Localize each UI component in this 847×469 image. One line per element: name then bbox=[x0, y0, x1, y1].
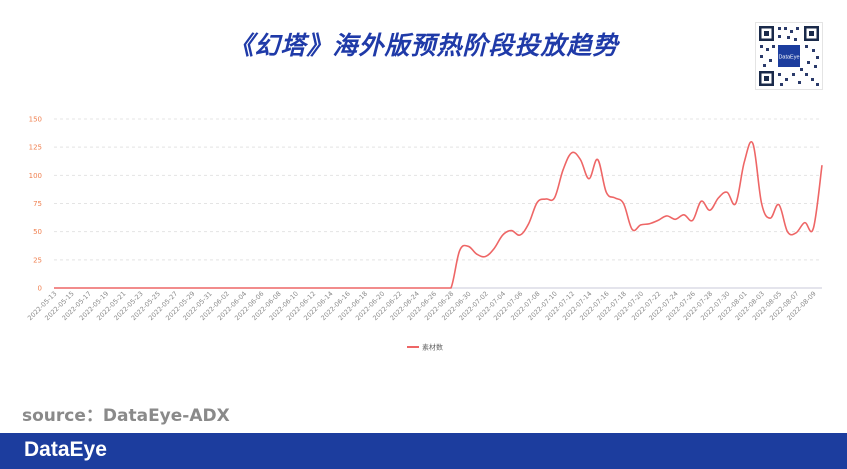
y-axis-ticks: 0 25 50 75 100 125 150 bbox=[29, 116, 42, 293]
y-tick-label: 75 bbox=[33, 200, 42, 208]
series-line-素材数 bbox=[54, 141, 823, 289]
y-tick-label: 0 bbox=[38, 285, 42, 293]
y-tick-label: 150 bbox=[29, 116, 42, 124]
footer-bar: DataEye bbox=[0, 433, 847, 469]
source-label: source：DataEye-ADX bbox=[22, 406, 230, 426]
chart-title: 《幻塔》海外版预热阶段投放趋势 bbox=[228, 31, 619, 60]
legend: 素材数 bbox=[407, 343, 443, 352]
qr-code-graphic: DataEye bbox=[756, 23, 822, 89]
y-tick-label: 50 bbox=[33, 228, 42, 236]
qr-code-icon: DataEye bbox=[755, 22, 823, 90]
line-chart: 0 25 50 75 100 125 150 2022-05-132022-05-15202… bbox=[26, 116, 823, 352]
legend-label: 素材数 bbox=[422, 343, 443, 352]
y-tick-label: 125 bbox=[29, 144, 42, 152]
brand-logo: DataEye bbox=[24, 438, 107, 461]
grid-lines bbox=[54, 118, 822, 289]
qr-center-label: DataEye bbox=[778, 55, 799, 61]
y-tick-label: 100 bbox=[29, 172, 42, 180]
y-tick-label: 25 bbox=[33, 256, 42, 264]
x-axis-ticks: 2022-05-132022-05-152022-05-172022-05-19… bbox=[26, 290, 818, 322]
